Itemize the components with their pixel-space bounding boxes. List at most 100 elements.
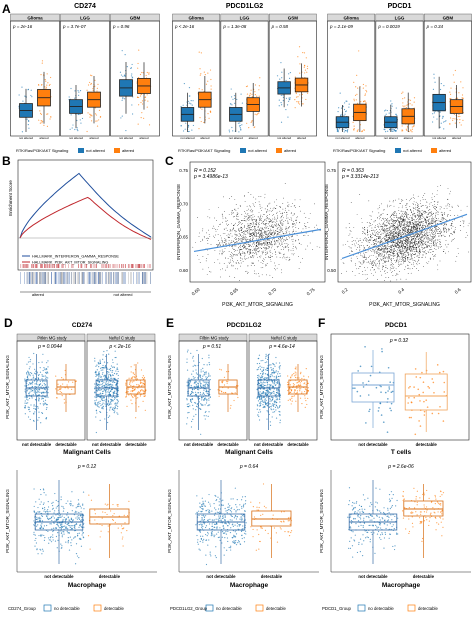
scatter-point [359, 266, 360, 267]
scatter-point [292, 241, 294, 242]
jitter-point [402, 102, 404, 104]
scatter-point [252, 224, 254, 226]
scatter-point [377, 279, 378, 280]
scatter-point [240, 248, 242, 250]
scatter-point [432, 193, 433, 195]
jitter-point [74, 90, 76, 92]
scatter-point [210, 244, 212, 245]
scatter-point [394, 253, 395, 254]
scatter-point [385, 264, 387, 266]
jitter-point [452, 119, 454, 121]
jitter-point [450, 87, 452, 89]
scatter-point [277, 231, 279, 233]
scatter-point [457, 248, 459, 249]
scatter-point [238, 231, 240, 232]
scatter-point [242, 239, 244, 240]
p-value: p = 0.34 [426, 24, 444, 29]
scatter-point [240, 257, 241, 259]
scatter-point [247, 243, 249, 245]
facet-name: GSM [288, 16, 299, 21]
scatter-point [437, 203, 438, 205]
scatter-point [372, 236, 373, 238]
scatter-point [426, 212, 428, 213]
scatter-point [245, 234, 247, 235]
scatter-point [280, 229, 281, 231]
scatter-point [259, 237, 260, 238]
jitter-point [299, 63, 301, 65]
jitter-point [137, 67, 139, 69]
scatter-point [305, 232, 307, 234]
scatter-point [376, 238, 378, 240]
jitter-point [27, 89, 29, 91]
jitter-point [184, 128, 186, 130]
scatter-point [394, 248, 395, 250]
scatter-point [424, 212, 426, 214]
scatter-point [264, 232, 266, 234]
jitter-point [404, 105, 406, 107]
scatter-point [375, 265, 377, 267]
jitter-point [402, 105, 404, 107]
scatter-point [430, 238, 432, 240]
scatter-point [387, 258, 389, 260]
scatter-point [435, 213, 437, 215]
scatter-point [384, 239, 385, 240]
scatter-point [386, 252, 388, 254]
scatter-point [412, 259, 414, 261]
scatter-point [368, 260, 369, 262]
scatter-point [388, 255, 389, 257]
scatter-point [389, 223, 390, 225]
scatter-point [261, 221, 263, 223]
scatter-point [215, 230, 217, 232]
scatter-point [407, 231, 408, 233]
scatter-point [254, 215, 255, 217]
scatter-point [371, 262, 372, 264]
scatter-point [380, 226, 381, 228]
jitter-point [449, 91, 451, 93]
scatter-point [232, 229, 234, 231]
scatter-point [414, 229, 416, 231]
p-value: p = 0.58 [271, 24, 289, 29]
scatter-point [282, 254, 284, 255]
scatter-point [428, 222, 430, 224]
scatter-point [418, 228, 420, 229]
scatter-point [259, 256, 260, 257]
scatter-point [414, 225, 416, 227]
scatter-point [400, 250, 402, 252]
scatter-point [259, 229, 261, 231]
jitter-point [282, 96, 285, 98]
jitter-point [343, 131, 345, 133]
scatter-point [394, 226, 396, 228]
scatter-point [430, 249, 431, 250]
scatter-point [219, 276, 221, 278]
jitter-point [357, 87, 359, 89]
scatter-point [400, 225, 402, 227]
scatter-point [255, 220, 257, 222]
scatter-point [267, 205, 268, 206]
jitter-point [256, 114, 258, 116]
scatter-point [271, 245, 273, 247]
scatter-point [392, 275, 394, 276]
scatter-point [250, 223, 251, 224]
jitter-point [280, 121, 283, 123]
scatter-point [407, 241, 408, 243]
jitter-point [142, 72, 144, 74]
scatter-point [368, 225, 370, 227]
scatter-point [412, 231, 414, 232]
scatter-point [279, 257, 281, 258]
scatter-point [245, 216, 246, 218]
scatter-point [262, 214, 264, 216]
scatter-point [392, 226, 394, 227]
jitter-point [439, 126, 441, 128]
scatter-point [362, 239, 364, 241]
scatter-point [268, 223, 269, 225]
scatter-point [421, 232, 422, 234]
scatter-point [253, 233, 255, 235]
scatter-point [408, 252, 409, 253]
jitter-point [413, 125, 415, 128]
scatter-point [234, 208, 236, 210]
scatter-point [418, 213, 420, 215]
facet-name: GBM [130, 16, 141, 21]
scatter-point [446, 224, 447, 226]
jitter-point [241, 102, 244, 104]
scatter-point [452, 231, 454, 233]
